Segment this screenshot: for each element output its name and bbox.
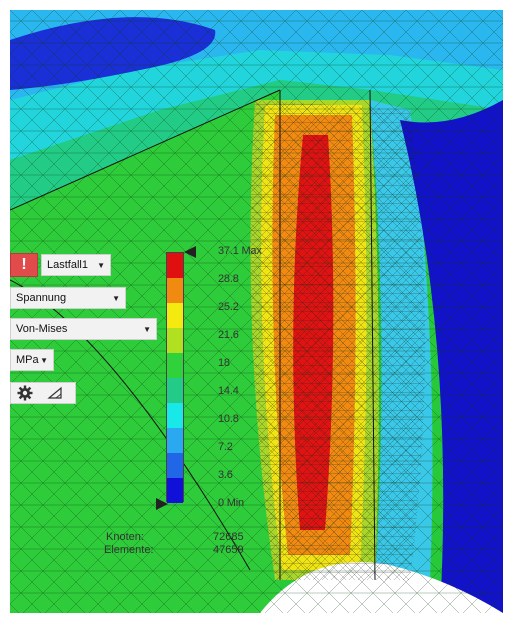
unit-dropdown[interactable]: MPa ▼: [10, 349, 54, 371]
fea-result-viewport[interactable]: ! Lastfall1 ▼ Spannung ▼ Von-Mises ▼ MPa ▼: [10, 10, 503, 613]
scale-tick-label: 25.2: [218, 301, 239, 313]
color-scale-bar: [166, 252, 184, 503]
color-scale-segment: [167, 353, 183, 378]
result-type-dropdown[interactable]: Spannung ▼: [10, 287, 126, 309]
color-scale-segment: [167, 403, 183, 428]
scale-max-label: 37.1 Max: [218, 245, 262, 257]
chevron-down-icon: ▼: [40, 355, 48, 365]
scale-tick-label: 28.8: [218, 273, 239, 285]
gear-icon[interactable]: [17, 385, 33, 401]
scale-tick-label: 7.2: [218, 441, 233, 453]
nodes-value: 72685: [213, 531, 244, 543]
scale-tick-label: 3.6: [218, 469, 233, 481]
alert-icon[interactable]: !: [10, 253, 38, 277]
color-scale-segment: [167, 253, 183, 278]
stress-contour-plot: [10, 10, 503, 613]
component-dropdown[interactable]: Von-Mises ▼: [10, 318, 157, 340]
settings-toolbar: [10, 382, 76, 404]
scale-tick-label: 21.6: [218, 329, 239, 341]
max-marker-icon: [184, 246, 196, 258]
scale-tick-label: 10.8: [218, 413, 239, 425]
color-scale-segment: [167, 428, 183, 453]
color-scale-segment: [167, 378, 183, 403]
color-scale-segment: [167, 478, 183, 503]
triangle-ruler-icon[interactable]: [47, 386, 63, 400]
elements-label: Elemente:: [104, 544, 154, 556]
chevron-down-icon: ▼: [97, 260, 105, 270]
color-scale-segment: [167, 453, 183, 478]
scale-min-label: 0 Min: [218, 497, 244, 509]
min-marker-icon: [156, 498, 168, 510]
color-scale-segment: [167, 328, 183, 353]
color-scale-segment: [167, 278, 183, 303]
color-scale-legend: 37.1 Max 0 Min 28.8 25.2 21.6 18 14.4 10.8 7.2…: [156, 245, 270, 516]
color-scale-segment: [167, 303, 183, 328]
scale-tick-label: 18: [218, 357, 230, 369]
nodes-label: Knoten:: [106, 531, 144, 543]
loadcase-dropdown[interactable]: Lastfall1 ▼: [41, 254, 111, 276]
scale-tick-label: 14.4: [218, 385, 239, 397]
elements-value: 47659: [213, 544, 244, 556]
chevron-down-icon: ▼: [143, 324, 151, 334]
chevron-down-icon: ▼: [112, 293, 120, 303]
